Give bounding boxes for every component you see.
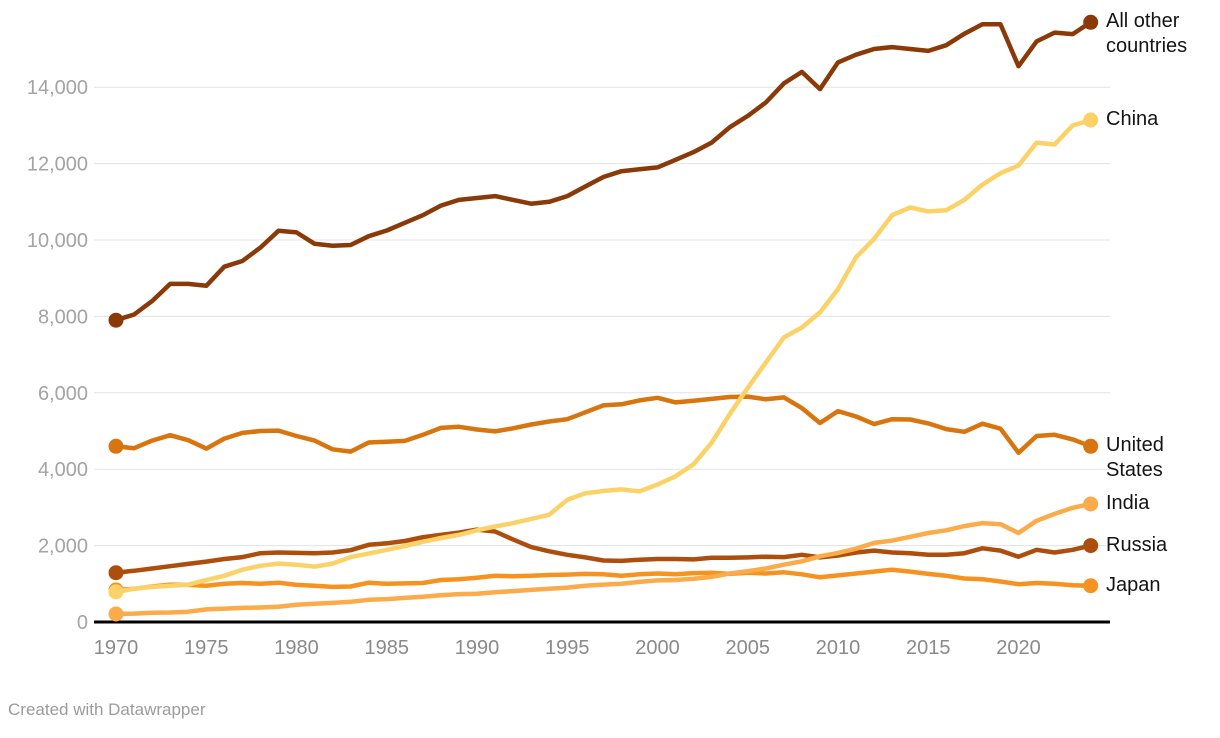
y-axis-label: 6,000 (38, 383, 88, 405)
x-axis-label: 2015 (906, 637, 951, 659)
start-dot-all-other-countries (108, 312, 124, 328)
y-axis-label: 4,000 (38, 459, 88, 481)
end-dot-united-states (1083, 438, 1099, 454)
x-axis-label: 1995 (545, 637, 590, 659)
series-label-all-other-countries: All other countries (1106, 10, 1188, 58)
series-label-india: India (1106, 491, 1150, 514)
x-axis-label: 2005 (726, 637, 771, 659)
line-russia (113, 527, 1093, 575)
y-axis-label: 14,000 (27, 77, 88, 99)
y-axis-label: 0 (77, 612, 88, 634)
line-india (113, 501, 1093, 617)
start-dot-russia (108, 565, 124, 581)
line-chart: 0 2,000 4,000 6,000 8,000 10,000 12,000 14,000 1… (27, 14, 1110, 659)
end-dot-india (1083, 496, 1099, 512)
series-label-china: China (1106, 108, 1159, 131)
end-dot-japan (1083, 578, 1099, 594)
line-united-states (113, 394, 1093, 456)
y-axis-label: 8,000 (38, 306, 88, 328)
line-china (113, 117, 1093, 595)
y-axis-label: 2,000 (38, 536, 88, 558)
end-dot-all-other-countries (1083, 14, 1099, 30)
line-all-other-countries (113, 20, 1093, 323)
end-dot-china (1083, 112, 1099, 128)
line-japan (113, 567, 1093, 593)
start-dot-india (108, 606, 124, 622)
y-axis-label: 12,000 (27, 154, 88, 176)
start-dot-china (108, 584, 124, 600)
x-axis-label: 2000 (635, 637, 680, 659)
series-label-russia: Russia (1106, 533, 1168, 556)
x-axis-label: 1975 (184, 637, 229, 659)
y-axis-label: 10,000 (27, 230, 88, 252)
x-axis-label: 1990 (455, 637, 500, 659)
series-label-united-states: United States (1106, 434, 1164, 482)
x-axis-label: 1985 (365, 637, 410, 659)
start-dot-united-states (108, 438, 124, 454)
x-axis-label: 1970 (94, 637, 139, 659)
series-label-japan: Japan (1106, 573, 1161, 596)
x-axis-label: 2010 (816, 637, 861, 659)
x-axis-label: 1980 (274, 637, 319, 659)
x-axis-label: 2020 (996, 637, 1041, 659)
datawrapper-credit: Created with Datawrapper (8, 700, 206, 719)
end-dot-russia (1083, 538, 1099, 554)
